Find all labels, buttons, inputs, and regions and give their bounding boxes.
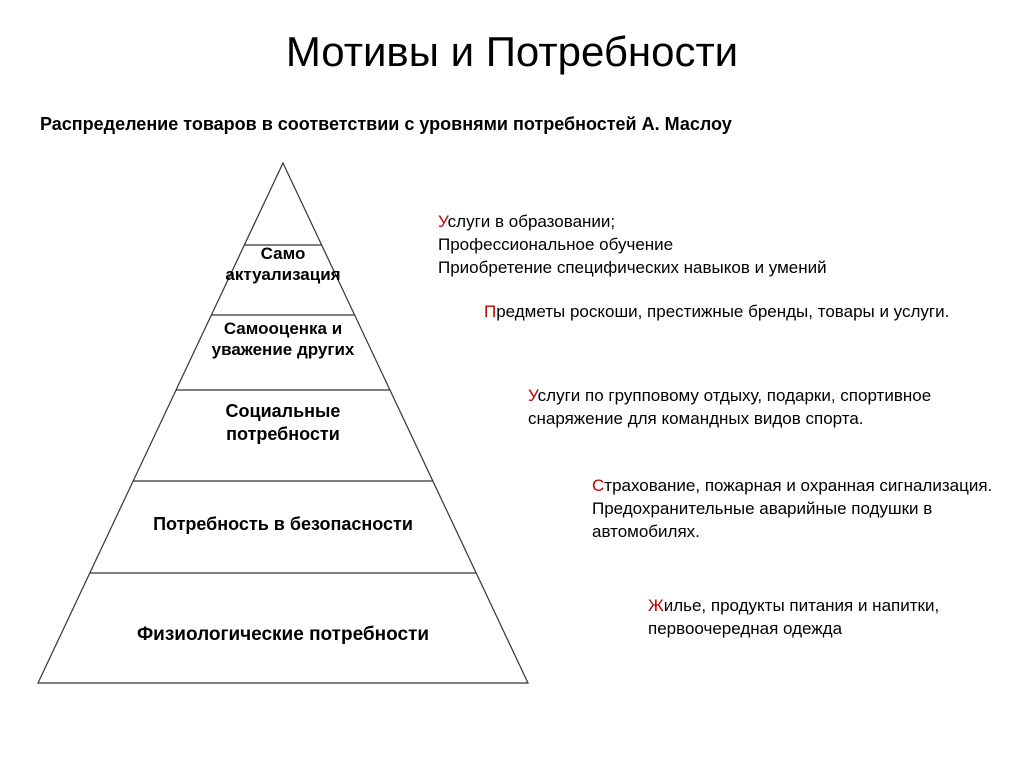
level-description-5: Жилье, продукты питания и напитки,первоо… <box>648 595 1000 641</box>
level-description-2: Предметы роскоши, престижные бренды, тов… <box>484 301 1000 324</box>
pyramid-level-3: Социальныепотребности <box>18 400 548 445</box>
slide-subtitle: Распределение товаров в соответствии с у… <box>0 76 1024 135</box>
pyramid-level-4: Потребность в безопасности <box>18 513 548 536</box>
maslow-diagram: СамоактуализацияСамооценка иуважение дру… <box>0 153 1024 713</box>
pyramid-level-2: Самооценка иуважение других <box>18 318 548 361</box>
slide-title: Мотивы и Потребности <box>0 0 1024 76</box>
level-description-1: Услуги в образовании;Профессиональное об… <box>438 211 1000 280</box>
level-description-4: Страхование, пожарная и охранная сигнали… <box>592 475 1000 544</box>
pyramid-level-5: Физиологические потребности <box>18 623 548 647</box>
level-description-3: Услуги по групповому отдыху, подарки, сп… <box>528 385 1000 431</box>
